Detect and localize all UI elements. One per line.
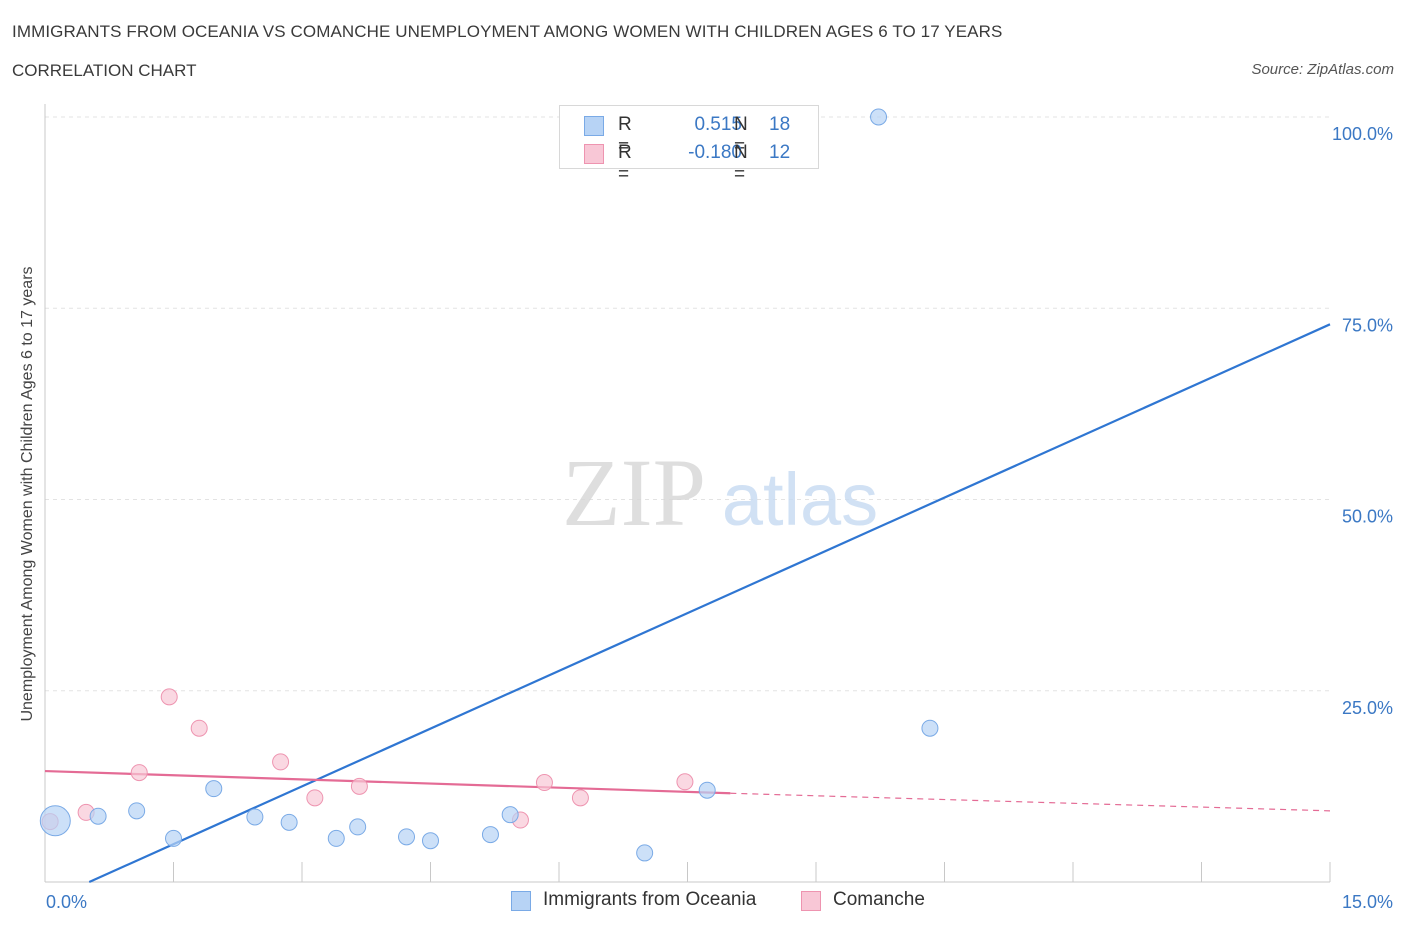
legend-label-oceania: Immigrants from Oceania [543,889,757,910]
data-point-comanche [160,688,178,706]
legend-n-value: 12 [769,142,791,163]
watermark-zip: ZIP [562,439,706,546]
data-point-oceania [698,781,716,799]
correlation-legend: R = 0.515 N = 18 R = -0.180 N = 12 [559,105,819,185]
chart-title: IMMIGRANTS FROM OCEANIA VS COMANCHE UNEM… [12,22,1003,41]
data-point-comanche [190,719,208,737]
watermark-atlas: atlas [722,458,878,541]
axes [44,104,1331,883]
legend-label-comanche: Comanche [833,889,925,910]
data-point-comanche [571,789,589,807]
legend-swatch-comanche [584,144,604,164]
data-point-oceania [165,829,182,847]
data-point-comanche [350,777,368,795]
data-point-oceania [501,806,519,824]
legend-r-value: 0.515 [694,114,742,135]
data-point-oceania [280,813,298,831]
y-tick-label: 50.0% [1342,507,1393,527]
data-point-oceania [481,826,499,844]
data-point-comanche [676,773,694,791]
data-point-oceania [89,807,107,825]
grid-lines [45,116,1330,692]
source-credit: Source: ZipAtlas.com [1251,61,1394,78]
data-point-oceania [349,818,367,836]
legend-swatch-comanche [801,891,821,911]
data-point-comanche [535,774,553,792]
data-point-oceania [205,780,223,798]
legend-r-value: -0.180 [688,142,742,163]
data-point-oceania [870,108,888,126]
chart-subtitle: CORRELATION CHART [12,61,197,80]
x-tick-label: 0.0% [46,892,87,912]
y-tick-label: 75.0% [1342,315,1393,335]
trend-line-comanche [44,769,731,795]
watermark: ZIP atlas [562,439,878,546]
data-point-comanche [306,789,324,807]
data-point-comanche [130,764,148,782]
data-point-oceania [398,828,416,846]
trend-lines [44,323,1331,884]
trend-line-oceania [88,323,1331,884]
data-point-oceania [636,844,654,862]
legend-n-value: 18 [769,114,791,135]
y-tick-label: 25.0% [1342,698,1393,718]
x-tick-label: 15.0% [1342,892,1393,912]
data-point-oceania [39,805,71,837]
data-point-oceania [422,832,439,850]
y-tick-label: 100.0% [1332,124,1393,144]
legend-swatch-oceania [584,116,604,136]
trend-line-comanche-extension [730,792,1331,812]
legend-r-label: R = [618,114,632,157]
data-points [39,108,939,862]
data-point-comanche [272,753,290,771]
legend-n-label: N = [734,114,748,157]
tick-labels: 25.0% 50.0% 75.0% 100.0% 0.0% 15.0% [46,124,1393,912]
legend-swatch-oceania [511,891,531,911]
legend-n-label: N = [734,142,748,185]
legend-r-label: R = [618,142,632,185]
data-point-oceania [128,802,146,820]
data-point-oceania [921,719,939,737]
data-point-oceania [327,829,345,847]
data-point-oceania [246,808,264,826]
